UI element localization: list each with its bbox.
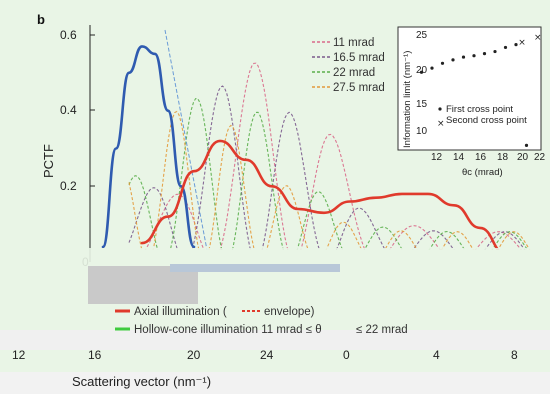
legend-label-1: 11 mrad (333, 37, 374, 49)
x-tick-label: 8 (511, 348, 518, 362)
x-tick-label: 12 (12, 348, 26, 362)
inset-first-cross-point (451, 58, 455, 62)
inset-x-tick-label: 16 (475, 152, 487, 163)
inset-first-cross-point (493, 49, 497, 54)
glitch-band (0, 248, 550, 268)
inset-x-tick-label: 18 (497, 152, 509, 163)
x-tick-group: 12 16 20 24 0 4 8 (12, 348, 518, 362)
inset-legend-x-marker: × (437, 119, 445, 129)
axial-legend-label: Axial illumination ( (134, 306, 227, 318)
inset-legend-first: First cross point (446, 104, 513, 115)
x-tick-label: 16 (88, 348, 102, 362)
y-tick-label: 0.4 (60, 103, 77, 117)
inset-first-cross-point (461, 55, 466, 59)
inset-marks: × × (419, 33, 542, 147)
glitch-band (0, 330, 550, 350)
inset-first-cross-point (419, 70, 424, 74)
inset-y-tick-label: 10 (416, 126, 428, 137)
x-tick-label: 4 (433, 348, 440, 362)
glitch-block (170, 264, 340, 272)
inset-legend-dot-marker (438, 107, 442, 111)
inset-legend-second: Second cross point (446, 115, 527, 126)
inset-x-tick-label: 14 (453, 152, 465, 163)
x-tick-label: 20 (187, 348, 201, 362)
inset-y-tick-label: 25 (416, 30, 428, 41)
glitch-block (88, 266, 198, 304)
top-legend: 11 mrad 16.5 mrad 22 mrad 27.5 mrad (312, 37, 385, 94)
inset-second-cross-point: × (534, 33, 542, 43)
legend-label-4: 27.5 mrad (333, 82, 385, 94)
glitch-band (0, 372, 550, 394)
inset-x-tick-label: 22 (534, 152, 546, 163)
inset-second-cross-point: × (518, 38, 526, 48)
envelope-legend-label: envelope) (264, 306, 315, 318)
inset-first-cross-point (524, 143, 529, 147)
x-axis-label: Scattering vector (nm⁻¹) (72, 374, 211, 389)
inset-first-cross-point (514, 43, 518, 47)
y-tick-label: 0.6 (60, 28, 77, 42)
y-axis-label: PCTF (41, 144, 56, 178)
inset-first-cross-point (430, 66, 434, 70)
inset-y-axis-label: Information limit (nm⁻¹) (402, 51, 413, 148)
inset-y-tick-label: 20 (416, 65, 428, 76)
inset-plot: × × 25 20 15 10 12 14 16 18 20 22 Informa… (397, 26, 546, 178)
hollow-legend-label: Hollow-cone illumination 11 mrad ≤ θ (134, 324, 322, 336)
curve-group (101, 29, 531, 250)
inset-frame (397, 26, 542, 151)
inset-first-cross-point (440, 61, 445, 65)
panel-label: b (37, 12, 45, 27)
inset-first-cross-point (503, 45, 508, 50)
legend-label-2: 16.5 mrad (333, 52, 385, 64)
inset-x-tick-label: 20 (517, 152, 529, 163)
inset-first-cross-point (472, 54, 476, 58)
axial-tangent-line (164, 29, 208, 250)
hollow-cone-line (140, 139, 500, 250)
inset-first-cross-point (482, 52, 487, 56)
inset-x-tick-label: 12 (431, 152, 443, 163)
axial-illumination-line (101, 45, 196, 249)
x-tick-label: 0 (343, 348, 350, 362)
inset-y-tick-label: 15 (416, 99, 428, 110)
cone-angle-4-curve (128, 110, 531, 250)
bottom-legend: Axial illumination ( envelope) Hollow-co… (115, 306, 408, 336)
y-tick-label: 0.2 (60, 179, 77, 193)
cone-angle-1-curve (144, 62, 523, 250)
inset-x-axis-label: θc (mrad) (462, 167, 503, 178)
legend-label-3: 22 mrad (333, 67, 375, 79)
hollow-legend-suffix: ≤ 22 mrad (356, 324, 408, 336)
x-tick-label: 24 (260, 348, 274, 362)
